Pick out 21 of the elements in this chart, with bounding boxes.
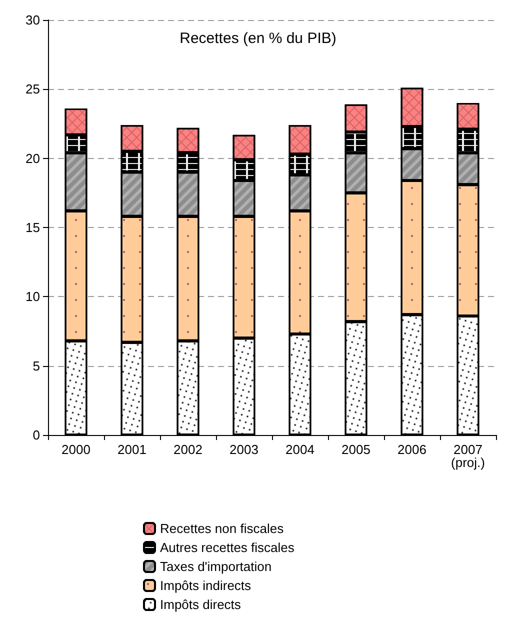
y-tick-label: 15 xyxy=(26,220,40,235)
x-tick-label: 2007 (proj.) xyxy=(451,442,485,470)
legend-label: Impôts indirects xyxy=(160,578,252,593)
y-tick-label: 0 xyxy=(32,428,40,442)
x-tick-label: 2006 xyxy=(398,442,426,457)
x-tick-label: 2003 xyxy=(230,442,258,457)
legend-label: Autres recettes fiscales xyxy=(160,540,295,555)
y-tick-label: 5 xyxy=(32,358,40,374)
x-tick-label: 2004 xyxy=(286,442,314,457)
x-tick-label: 2000 xyxy=(62,442,90,457)
y-tick-label: 20 xyxy=(26,150,40,166)
legend-label: Impôts directs xyxy=(160,597,242,612)
text: Recettes (en % du PIB) xyxy=(180,30,336,47)
x-tick-label: 2005 xyxy=(342,442,370,457)
y-tick-label: 25 xyxy=(26,82,40,97)
x-tick-label: 2001 xyxy=(118,442,146,457)
y-tick-label: 30 xyxy=(26,12,40,28)
x-tick-label: 2002 xyxy=(174,442,202,457)
legend-label: Taxes d'importation xyxy=(160,559,272,574)
y-tick-label: 10 xyxy=(26,289,40,304)
legend-label: Recettes non fiscales xyxy=(160,521,284,536)
